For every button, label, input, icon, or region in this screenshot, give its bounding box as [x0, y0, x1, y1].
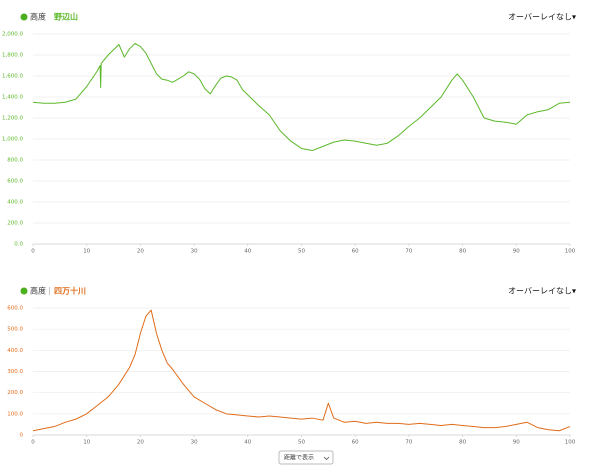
legend-sep: [49, 287, 50, 295]
y-tick-label: 0: [20, 433, 24, 439]
series-line: [32, 309, 571, 432]
display-select[interactable]: [278, 450, 334, 465]
y-tick-label: 800.0: [7, 158, 23, 164]
y-tick-label: 500.0: [7, 327, 23, 333]
x-tick-label: 40: [244, 249, 251, 255]
x-tick-label: 50: [298, 440, 305, 446]
x-tick-label: 30: [191, 440, 198, 446]
y-tick-label: 400.0: [7, 348, 23, 354]
x-tick-label: 20: [137, 249, 144, 255]
x-tick-label: 10: [83, 440, 90, 446]
y-tick-label: 200.0: [7, 390, 23, 396]
series-name[interactable]: 野辺山: [54, 12, 78, 22]
y-tick-label: 400.0: [7, 200, 23, 206]
x-tick-label: 60: [352, 440, 359, 446]
overlay-menu[interactable]: オーバーレイなし▾: [508, 287, 576, 296]
display-select-label[interactable]: 距離で表示: [284, 454, 314, 462]
x-tick-label: 40: [244, 440, 251, 446]
select-chevron: [323, 456, 330, 461]
x-tick-label: 100: [565, 440, 576, 446]
y-tick-label: 0.0: [14, 242, 23, 248]
x-tick-label: 10: [83, 249, 90, 255]
x-tick-label: 80: [459, 249, 466, 255]
x-tick-label: 30: [191, 249, 198, 255]
x-tick-label: 90: [513, 249, 520, 255]
series-line: [32, 42, 571, 152]
y-tick-label: 200.0: [7, 221, 23, 227]
legend-label[interactable]: 高度: [30, 286, 46, 296]
x-tick-label: 70: [405, 440, 412, 446]
y-tick-label: 1,200.0: [2, 116, 23, 122]
series-name[interactable]: 四万十川: [54, 286, 86, 296]
x-tick-label: 90: [513, 440, 520, 446]
overlay-menu[interactable]: オーバーレイなし▾: [508, 13, 576, 22]
y-tick-label: 600.0: [7, 306, 23, 312]
legend-dot[interactable]: [20, 287, 28, 295]
y-tick-label: 600.0: [7, 179, 23, 185]
legend-dot[interactable]: [20, 13, 28, 21]
legend-label[interactable]: 高度: [30, 12, 46, 22]
y-tick-label: 2,000.0: [2, 32, 23, 38]
y-tick-label: 1,000.0: [2, 137, 23, 143]
x-tick-label: 80: [459, 440, 466, 446]
x-tick-label: 60: [352, 249, 359, 255]
y-tick-label: 1,800.0: [2, 53, 23, 59]
x-tick-label: 20: [137, 440, 144, 446]
y-tick-label: 300.0: [7, 369, 23, 375]
x-tick-label: 70: [405, 249, 412, 255]
y-tick-label: 100.0: [7, 411, 23, 417]
x-tick-label: 50: [298, 249, 305, 255]
y-tick-label: 1,400.0: [2, 95, 23, 101]
y-tick-label: 1,600.0: [2, 74, 23, 80]
x-tick-label: 0: [31, 249, 35, 255]
x-tick-label: 100: [565, 249, 576, 255]
x-tick-label: 0: [31, 440, 35, 446]
